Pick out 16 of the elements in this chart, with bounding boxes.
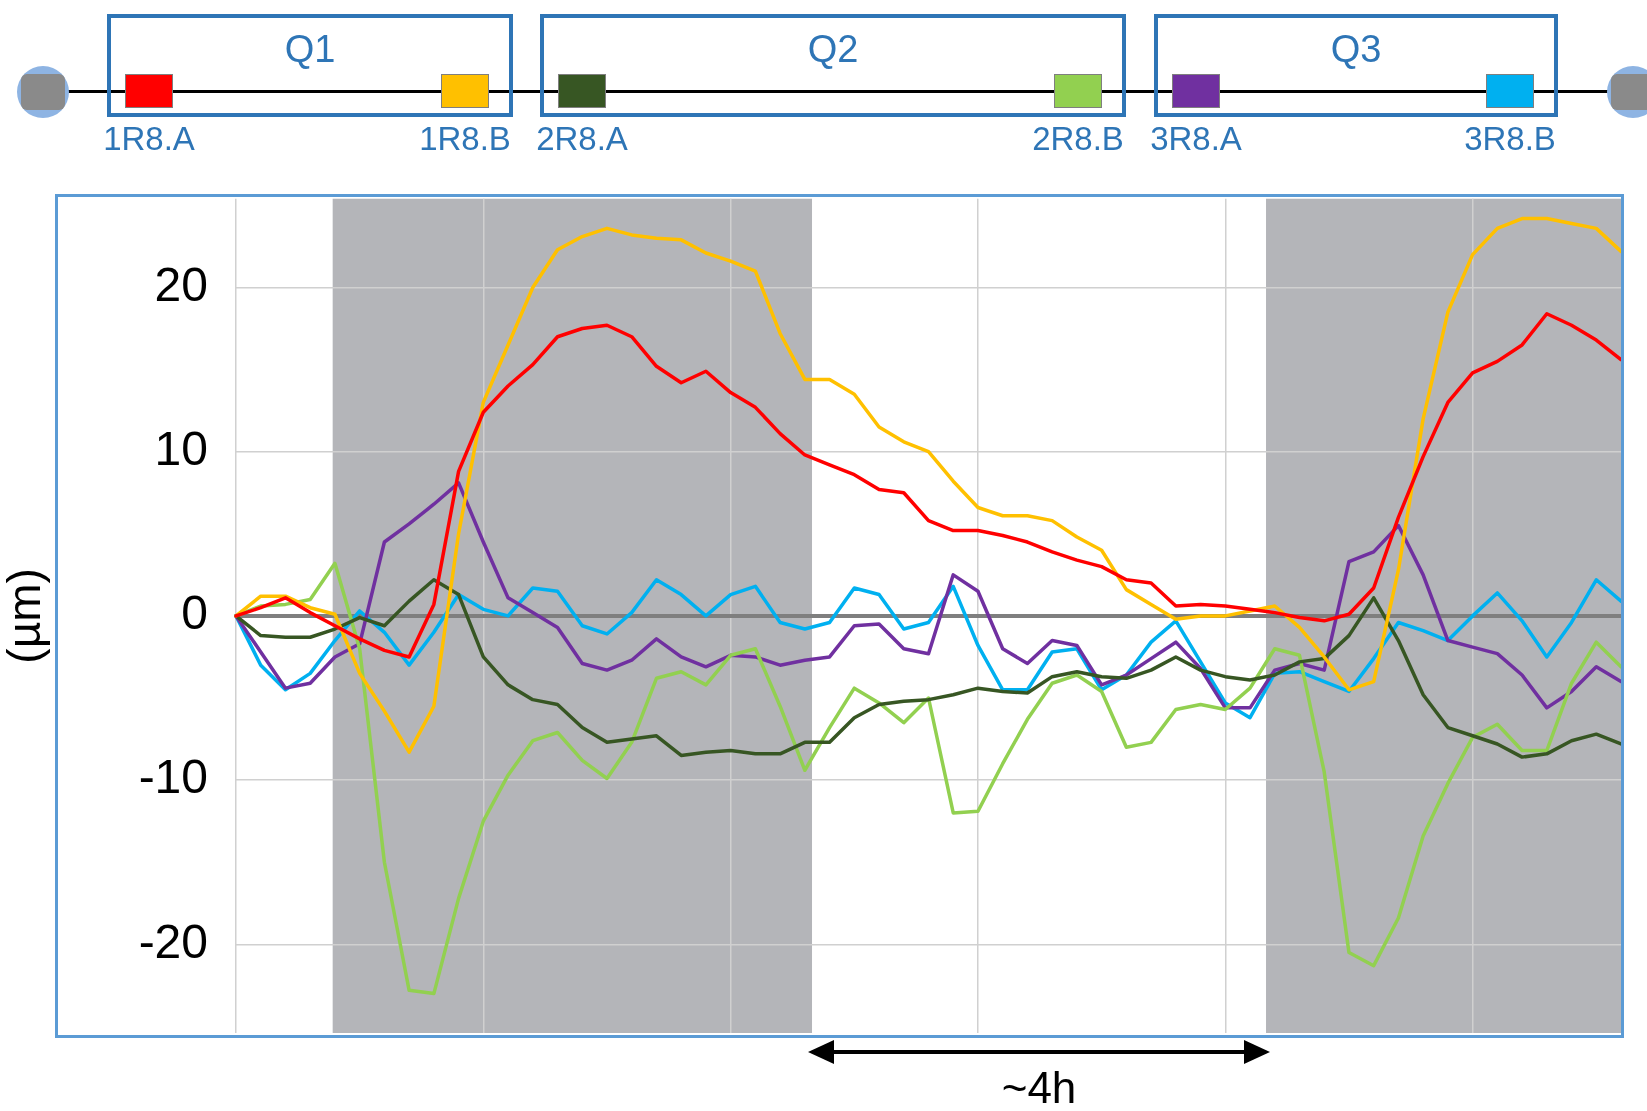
legend-label: 3R8.A: [1149, 120, 1243, 157]
group-frame: Q3: [1154, 14, 1558, 117]
y-tick-label: 0: [181, 586, 208, 640]
y-tick-label: -10: [138, 750, 208, 804]
y-axis-title: (µm): [0, 568, 51, 664]
legend-label: 2R8.A: [536, 120, 628, 157]
legend-label: 3R8.B: [1463, 120, 1557, 157]
text: ~4h: [1000, 1063, 1078, 1111]
y-tick-label: -20: [138, 914, 208, 968]
y-tick-label: 10: [154, 421, 208, 475]
legend-label: 1R8.A: [102, 120, 196, 157]
group-frame: Q1: [107, 14, 513, 117]
y-tick-label: 20: [154, 257, 208, 311]
legend-label: 2R8.B: [1031, 120, 1125, 157]
legend-label: 1R8.B: [419, 120, 511, 157]
group-frame: Q2: [540, 14, 1126, 117]
